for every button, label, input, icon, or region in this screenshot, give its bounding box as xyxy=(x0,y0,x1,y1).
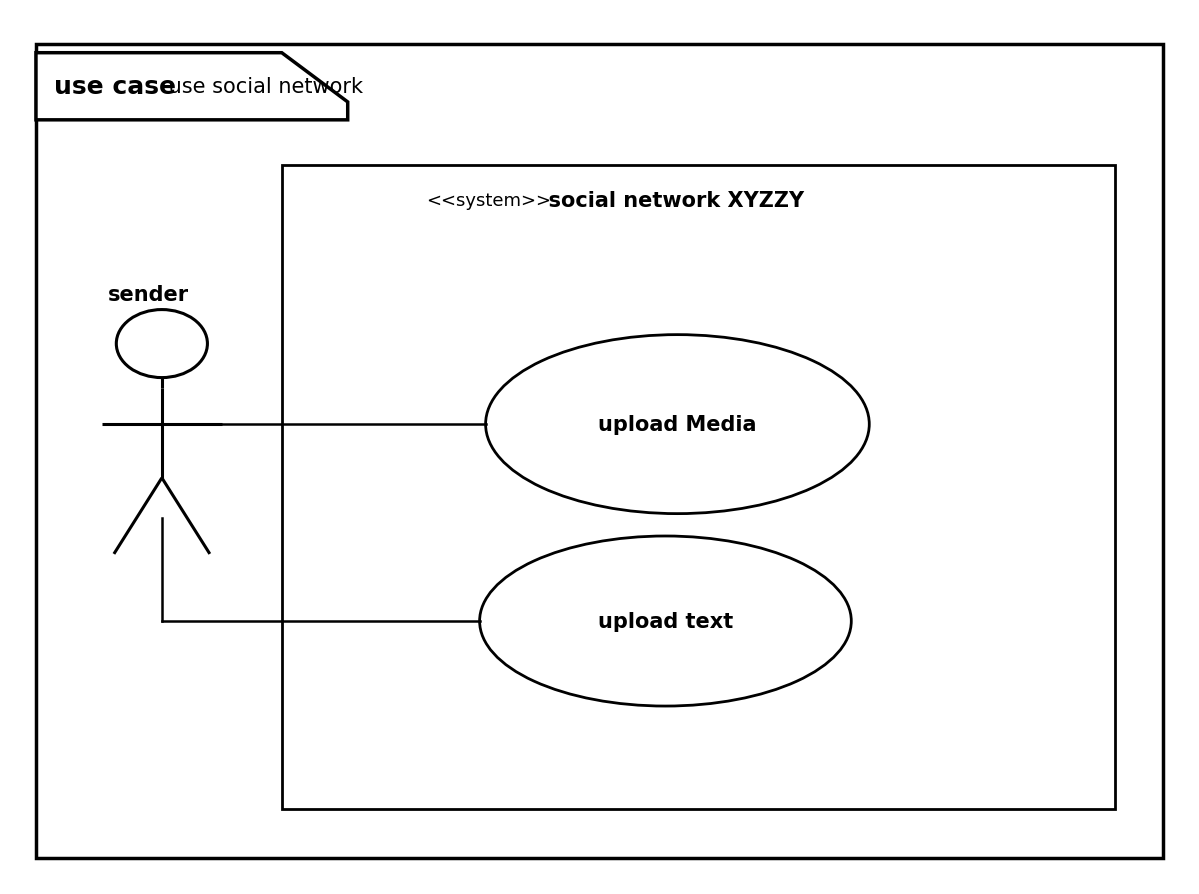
Text: social network XYZZY: social network XYZZY xyxy=(534,191,803,211)
FancyBboxPatch shape xyxy=(282,165,1115,809)
Polygon shape xyxy=(36,54,348,121)
Text: upload text: upload text xyxy=(598,611,733,631)
Text: use social network: use social network xyxy=(162,77,363,97)
FancyBboxPatch shape xyxy=(36,45,1163,858)
Text: sender: sender xyxy=(108,285,189,305)
Text: <<system>>: <<system>> xyxy=(426,192,550,210)
Text: upload Media: upload Media xyxy=(598,415,757,434)
Text: use case: use case xyxy=(54,75,176,99)
